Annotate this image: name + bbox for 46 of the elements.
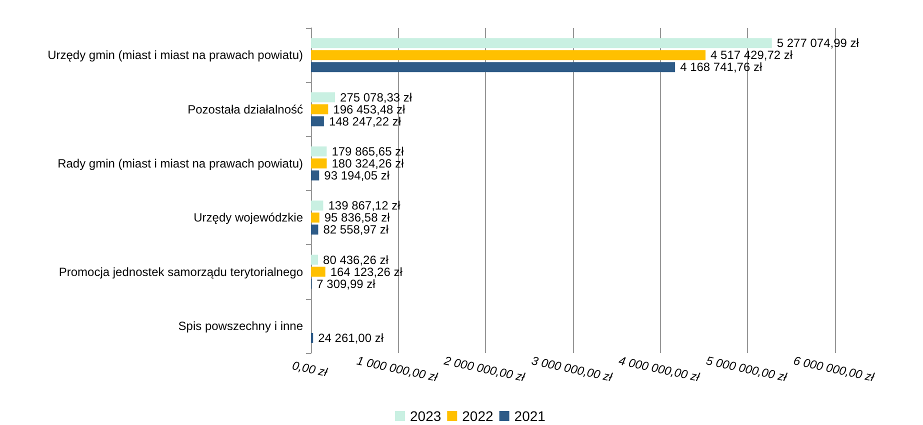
- x-tick-label: 1 000 000,00 zł: [356, 353, 439, 384]
- bar: [311, 146, 327, 156]
- data-label: 180 324,26 zł: [332, 156, 404, 170]
- y-tick-label: Urzędy wojewódzkie: [194, 210, 304, 225]
- legend-label: 2022: [462, 408, 494, 424]
- data-label: 4 168 741,76 zł: [680, 60, 762, 74]
- data-label: 95 836,58 zł: [324, 210, 390, 225]
- data-label: 80 436,26 zł: [323, 252, 389, 267]
- bar: [311, 200, 324, 211]
- data-label: 148 247,22 zł: [328, 114, 402, 128]
- data-label: 139 867,12 zł: [328, 198, 401, 213]
- bar: [311, 254, 318, 265]
- data-label: 5 277 074,99 zł: [776, 36, 860, 50]
- bar: [311, 104, 328, 114]
- data-label: 196 453,48 zł: [333, 102, 406, 116]
- bar: [311, 224, 318, 235]
- x-tick-label: 3 000 000,00 zł: [530, 353, 614, 384]
- data-label: 93 194,05 zł: [324, 168, 390, 182]
- bar: [311, 266, 326, 277]
- legend-label: 2023: [410, 408, 442, 424]
- data-label: 164 123,26 zł: [330, 264, 403, 279]
- y-tick-label: Rady gmin (miast i miast na prawach powiatu): [58, 156, 303, 170]
- bar: [311, 38, 772, 48]
- bar: [311, 62, 676, 72]
- bar: [311, 212, 320, 223]
- x-tick-label: 4 000 000,00 zł: [618, 353, 701, 384]
- data-label: 24 261,00 zł: [318, 330, 384, 345]
- x-tick-label: 5 000 000,00 zł: [704, 353, 788, 384]
- data-label: 7 309,99 zł: [316, 276, 376, 291]
- y-tick-label: Pozostała działalność: [188, 102, 303, 116]
- y-tick-label: Promocja jednostek samorządu terytorialnego: [58, 264, 304, 279]
- data-label: 179 865,65 zł: [332, 144, 404, 158]
- bar: [311, 92, 336, 102]
- x-tick-label: 0,00 zł: [291, 358, 329, 380]
- data-label: 4 517 429,72 zł: [710, 48, 793, 62]
- x-tick-label: 2 000 000,00 zł: [442, 353, 526, 384]
- bar: [311, 170, 320, 180]
- bar: [311, 158, 327, 168]
- bar: [311, 50, 706, 60]
- y-tick-label: Urzędy gmin (miast i miast na prawach powiatu): [48, 48, 304, 62]
- bar: [311, 116, 324, 126]
- data-label: 82 558,97 zł: [323, 222, 389, 237]
- x-tick-label: 6 000 000,00 zł: [792, 353, 876, 384]
- legend-label: 2021: [514, 408, 546, 424]
- data-label: 275 078,33 zł: [340, 90, 412, 104]
- y-tick-label: Spis powszechny i inne: [178, 318, 304, 333]
